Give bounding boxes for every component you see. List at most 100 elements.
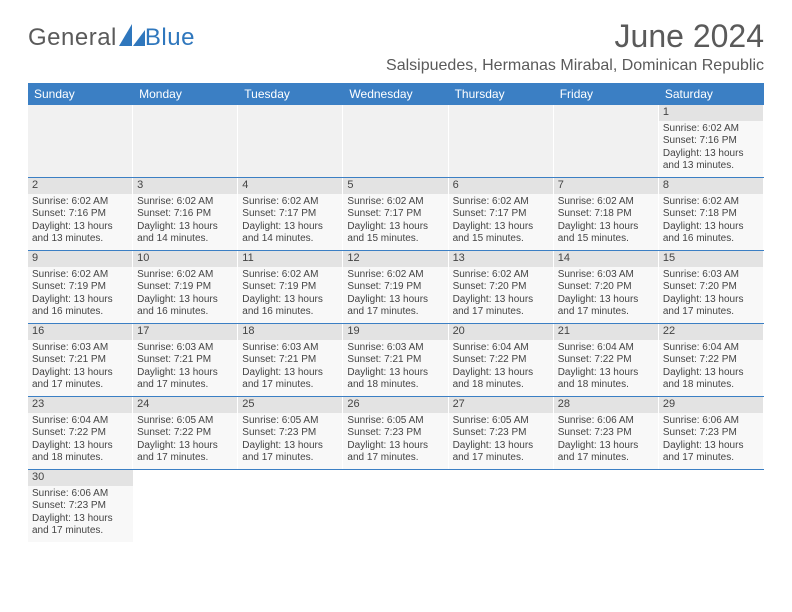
day-cell-12: 12Sunrise: 6:02 AMSunset: 7:19 PMDayligh…	[343, 251, 448, 323]
sunrise-line: Sunrise: 6:02 AM	[663, 123, 759, 136]
sunset-line: Sunset: 7:20 PM	[558, 281, 654, 294]
day-number: 8	[659, 178, 763, 194]
brand-logo: General Blue	[28, 24, 195, 52]
day-cell-2: 2Sunrise: 6:02 AMSunset: 7:16 PMDaylight…	[28, 178, 133, 250]
sunset-line: Sunset: 7:19 PM	[242, 281, 338, 294]
empty-cell	[239, 470, 344, 542]
daylight-line: Daylight: 13 hours and 15 minutes.	[453, 221, 549, 246]
sunset-line: Sunset: 7:18 PM	[558, 208, 654, 221]
sunrise-line: Sunrise: 6:02 AM	[137, 196, 233, 209]
sunset-line: Sunset: 7:17 PM	[347, 208, 443, 221]
day-cell-21: 21Sunrise: 6:04 AMSunset: 7:22 PMDayligh…	[554, 324, 659, 396]
sunrise-line: Sunrise: 6:05 AM	[453, 415, 549, 428]
calendar-grid: SundayMondayTuesdayWednesdayThursdayFrid…	[28, 83, 764, 542]
dow-monday: Monday	[133, 83, 238, 105]
sunset-line: Sunset: 7:21 PM	[32, 354, 128, 367]
day-number: 28	[554, 397, 658, 413]
daylight-line: Daylight: 13 hours and 17 minutes.	[663, 440, 759, 465]
sunrise-line: Sunrise: 6:02 AM	[347, 196, 443, 209]
sunrise-line: Sunrise: 6:03 AM	[32, 342, 128, 355]
empty-cell	[554, 105, 659, 177]
day-number: 27	[449, 397, 553, 413]
daylight-line: Daylight: 13 hours and 18 minutes.	[663, 367, 759, 392]
day-cell-30: 30Sunrise: 6:06 AMSunset: 7:23 PMDayligh…	[28, 470, 134, 542]
daylight-line: Daylight: 13 hours and 17 minutes.	[347, 440, 443, 465]
dow-sunday: Sunday	[28, 83, 133, 105]
sunrise-line: Sunrise: 6:06 AM	[663, 415, 759, 428]
day-cell-29: 29Sunrise: 6:06 AMSunset: 7:23 PMDayligh…	[659, 397, 764, 469]
sunset-line: Sunset: 7:21 PM	[347, 354, 443, 367]
sunrise-line: Sunrise: 6:06 AM	[558, 415, 654, 428]
day-number: 21	[554, 324, 658, 340]
day-cell-26: 26Sunrise: 6:05 AMSunset: 7:23 PMDayligh…	[343, 397, 448, 469]
day-cell-17: 17Sunrise: 6:03 AMSunset: 7:21 PMDayligh…	[133, 324, 238, 396]
day-cell-6: 6Sunrise: 6:02 AMSunset: 7:17 PMDaylight…	[449, 178, 554, 250]
day-number: 11	[238, 251, 342, 267]
daylight-line: Daylight: 13 hours and 14 minutes.	[137, 221, 233, 246]
sunset-line: Sunset: 7:19 PM	[137, 281, 233, 294]
day-number: 25	[238, 397, 342, 413]
day-cell-24: 24Sunrise: 6:05 AMSunset: 7:22 PMDayligh…	[133, 397, 238, 469]
day-cell-25: 25Sunrise: 6:05 AMSunset: 7:23 PMDayligh…	[238, 397, 343, 469]
sunrise-line: Sunrise: 6:04 AM	[558, 342, 654, 355]
day-cell-28: 28Sunrise: 6:06 AMSunset: 7:23 PMDayligh…	[554, 397, 659, 469]
day-number: 2	[28, 178, 132, 194]
day-number: 19	[343, 324, 447, 340]
day-number: 18	[238, 324, 342, 340]
day-cell-11: 11Sunrise: 6:02 AMSunset: 7:19 PMDayligh…	[238, 251, 343, 323]
sunset-line: Sunset: 7:22 PM	[663, 354, 759, 367]
daylight-line: Daylight: 13 hours and 17 minutes.	[32, 367, 128, 392]
empty-cell	[554, 470, 659, 542]
day-number: 1	[659, 105, 763, 121]
week-row: 30Sunrise: 6:06 AMSunset: 7:23 PMDayligh…	[28, 470, 764, 542]
sail-icon	[119, 24, 145, 46]
day-number: 12	[343, 251, 447, 267]
sunset-line: Sunset: 7:22 PM	[453, 354, 549, 367]
daylight-line: Daylight: 13 hours and 16 minutes.	[32, 294, 128, 319]
daylight-line: Daylight: 13 hours and 17 minutes.	[453, 294, 549, 319]
daylight-line: Daylight: 13 hours and 13 minutes.	[663, 148, 759, 173]
sunrise-line: Sunrise: 6:06 AM	[32, 488, 129, 501]
dow-saturday: Saturday	[659, 83, 764, 105]
day-cell-20: 20Sunrise: 6:04 AMSunset: 7:22 PMDayligh…	[449, 324, 554, 396]
daylight-line: Daylight: 13 hours and 17 minutes.	[137, 440, 233, 465]
empty-cell	[134, 470, 239, 542]
day-cell-23: 23Sunrise: 6:04 AMSunset: 7:22 PMDayligh…	[28, 397, 133, 469]
day-number: 10	[133, 251, 237, 267]
day-number: 16	[28, 324, 132, 340]
logo-word1: General	[28, 24, 117, 52]
sunset-line: Sunset: 7:20 PM	[663, 281, 759, 294]
day-number: 22	[659, 324, 763, 340]
daylight-line: Daylight: 13 hours and 16 minutes.	[663, 221, 759, 246]
sunrise-line: Sunrise: 6:02 AM	[137, 269, 233, 282]
day-cell-4: 4Sunrise: 6:02 AMSunset: 7:17 PMDaylight…	[238, 178, 343, 250]
sunset-line: Sunset: 7:23 PM	[558, 427, 654, 440]
day-number: 24	[133, 397, 237, 413]
empty-cell	[238, 105, 343, 177]
daylight-line: Daylight: 13 hours and 18 minutes.	[453, 367, 549, 392]
daylight-line: Daylight: 13 hours and 17 minutes.	[558, 294, 654, 319]
day-number: 9	[28, 251, 132, 267]
day-number: 17	[133, 324, 237, 340]
logo-word2: Blue	[145, 24, 195, 52]
day-cell-3: 3Sunrise: 6:02 AMSunset: 7:16 PMDaylight…	[133, 178, 238, 250]
sunset-line: Sunset: 7:19 PM	[32, 281, 128, 294]
daylight-line: Daylight: 13 hours and 17 minutes.	[137, 367, 233, 392]
daylight-line: Daylight: 13 hours and 14 minutes.	[242, 221, 338, 246]
daylight-line: Daylight: 13 hours and 17 minutes.	[453, 440, 549, 465]
daylight-line: Daylight: 13 hours and 15 minutes.	[558, 221, 654, 246]
empty-cell	[449, 470, 554, 542]
day-cell-5: 5Sunrise: 6:02 AMSunset: 7:17 PMDaylight…	[343, 178, 448, 250]
daylight-line: Daylight: 13 hours and 17 minutes.	[242, 367, 338, 392]
sunrise-line: Sunrise: 6:04 AM	[32, 415, 128, 428]
sunset-line: Sunset: 7:23 PM	[32, 500, 129, 513]
sunset-line: Sunset: 7:23 PM	[347, 427, 443, 440]
empty-cell	[344, 470, 449, 542]
sunrise-line: Sunrise: 6:02 AM	[453, 196, 549, 209]
day-cell-14: 14Sunrise: 6:03 AMSunset: 7:20 PMDayligh…	[554, 251, 659, 323]
empty-cell	[133, 105, 238, 177]
sunset-line: Sunset: 7:23 PM	[453, 427, 549, 440]
sunset-line: Sunset: 7:19 PM	[347, 281, 443, 294]
daylight-line: Daylight: 13 hours and 18 minutes.	[32, 440, 128, 465]
daylight-line: Daylight: 13 hours and 15 minutes.	[347, 221, 443, 246]
